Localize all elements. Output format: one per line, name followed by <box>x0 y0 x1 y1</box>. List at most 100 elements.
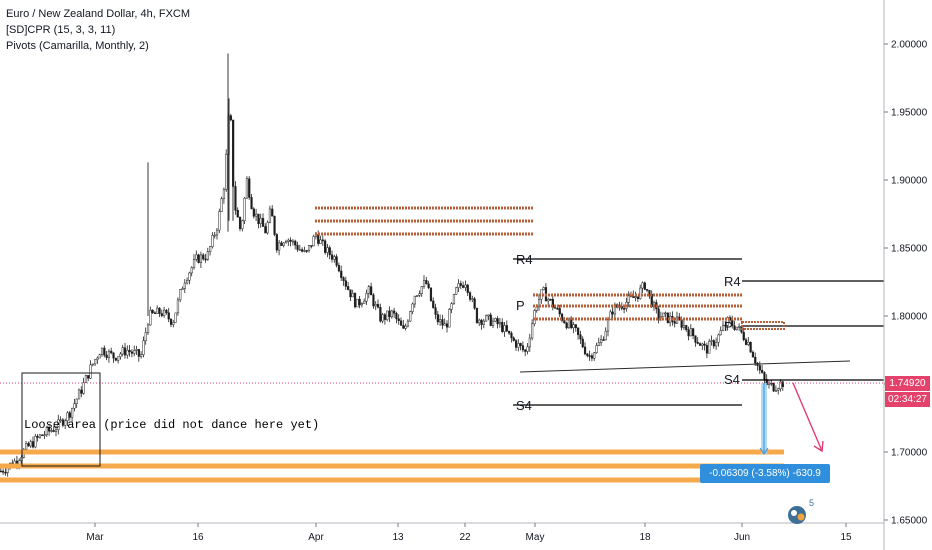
candle <box>648 290 651 299</box>
candle <box>537 294 541 311</box>
candle <box>540 289 543 304</box>
candle <box>174 312 177 323</box>
candle <box>682 320 686 330</box>
candle <box>324 239 327 255</box>
candle <box>321 235 324 246</box>
candle <box>719 326 722 336</box>
candle <box>724 320 727 327</box>
candle <box>526 343 529 355</box>
y-tick-label: 1.65000 <box>891 516 928 527</box>
candle <box>381 312 384 324</box>
candle <box>77 388 81 400</box>
candle <box>542 286 545 291</box>
candle <box>646 289 649 293</box>
candle <box>735 326 738 331</box>
loose-area-box <box>21 372 101 467</box>
tradingview-logo[interactable]: 5 <box>785 498 817 526</box>
candle <box>441 314 444 330</box>
candle <box>84 374 88 383</box>
candle <box>195 250 198 262</box>
candle <box>480 318 483 330</box>
candle <box>600 335 603 347</box>
candle <box>551 295 554 311</box>
support-zones <box>0 449 784 483</box>
candle <box>89 360 92 380</box>
candle <box>259 213 262 228</box>
projection-arrow <box>792 382 823 452</box>
candle <box>567 317 571 329</box>
candle <box>176 297 180 316</box>
candle <box>71 407 74 423</box>
candle <box>342 276 345 286</box>
candle <box>512 336 515 342</box>
candle <box>397 314 400 325</box>
candle <box>471 295 474 303</box>
candle <box>751 350 755 358</box>
candle <box>726 316 729 331</box>
candle <box>296 241 299 252</box>
candle <box>347 281 350 291</box>
indicator-pivots[interactable]: Pivots (Camarilla, Monthly, 2) <box>6 40 149 52</box>
candle <box>337 262 341 273</box>
candle <box>0 467 2 473</box>
candle <box>466 283 469 297</box>
candle <box>50 428 53 433</box>
candle <box>261 213 265 227</box>
candle <box>351 289 354 298</box>
x-tick-label: 22 <box>459 532 471 543</box>
candle <box>245 176 249 199</box>
candle <box>220 196 223 213</box>
candle <box>36 434 39 442</box>
candle <box>581 336 584 349</box>
candle <box>574 323 577 332</box>
candle <box>685 324 688 333</box>
level-labels: R4 P S4 R4 P S4 <box>516 252 741 413</box>
candle <box>432 297 435 309</box>
y-tick-label: 1.85000 <box>891 244 928 255</box>
candle <box>524 348 527 356</box>
candle <box>186 277 189 285</box>
candle <box>388 306 391 323</box>
candle <box>218 208 221 233</box>
candle <box>395 311 398 324</box>
candle <box>482 318 485 329</box>
drawings-layer <box>0 206 884 483</box>
pivot-level-label: R4 <box>724 274 741 289</box>
candle <box>188 271 191 285</box>
candle <box>698 342 702 346</box>
candle <box>268 205 272 224</box>
candle <box>52 426 55 433</box>
candle <box>756 362 759 371</box>
candle <box>38 434 42 439</box>
candle <box>455 286 458 295</box>
candle <box>273 215 276 237</box>
candle <box>158 307 161 318</box>
candle <box>602 336 605 341</box>
candle <box>777 387 780 395</box>
candle <box>376 299 380 309</box>
candle <box>448 308 451 328</box>
candle <box>517 339 520 352</box>
candle <box>356 298 359 308</box>
candle <box>59 416 62 423</box>
candle <box>353 292 357 309</box>
candle <box>597 337 600 346</box>
candle <box>393 307 396 318</box>
loose-area-note: Loose area (price did not dance here yet… <box>24 418 319 432</box>
candle <box>252 207 255 219</box>
candle <box>29 439 32 448</box>
candlestick-series <box>0 53 784 477</box>
pivot-level-label: S4 <box>516 398 532 413</box>
candle <box>349 289 352 301</box>
candle <box>744 337 748 346</box>
candle <box>595 342 598 354</box>
candle <box>708 338 711 354</box>
candle <box>779 379 782 392</box>
candle <box>280 240 283 247</box>
candle <box>478 318 481 327</box>
candle <box>149 306 152 326</box>
candle <box>627 291 630 308</box>
candle <box>326 243 329 258</box>
indicator-cpr[interactable]: [SD]CPR (15, 3, 3, 11) <box>6 24 116 36</box>
